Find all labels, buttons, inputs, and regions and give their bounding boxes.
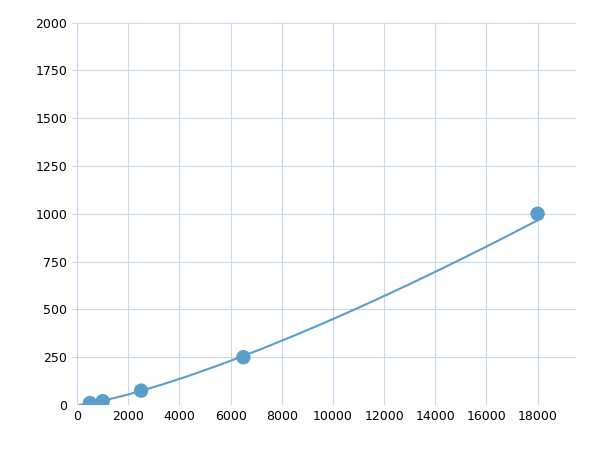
Point	[85, 400, 95, 407]
Point	[136, 387, 146, 394]
Point	[533, 210, 542, 217]
Point	[98, 398, 107, 405]
Point	[239, 354, 248, 361]
